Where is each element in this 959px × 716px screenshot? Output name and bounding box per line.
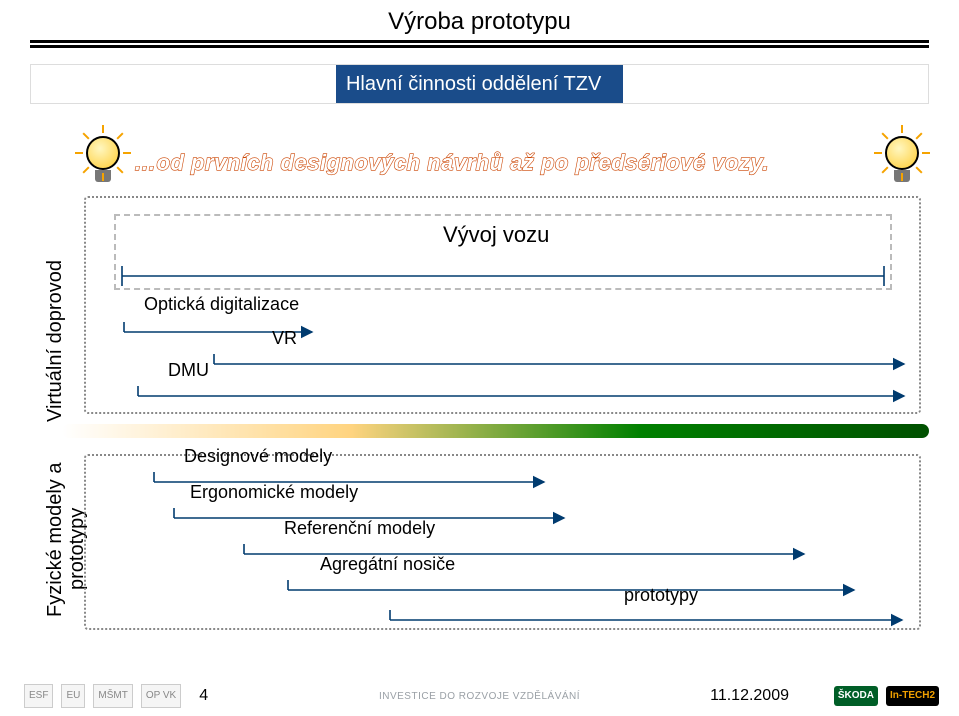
- footer-logos-right: ŠKODA In-TECH2: [834, 686, 939, 706]
- separator-1: [30, 40, 929, 43]
- lane-label: prototypy: [624, 585, 698, 605]
- subtitle-text: Hlavní činnosti oddělení TZV: [336, 65, 623, 103]
- lane-label: Ergonomické modely: [190, 482, 358, 502]
- footer-logo: ŠKODA: [834, 686, 878, 706]
- lightbulb-icon: [82, 136, 124, 188]
- svg-text:…od prvních designových návrhů: …od prvních designových návrhů až po pře…: [134, 150, 769, 175]
- footer-date: 11.12.2009: [710, 687, 789, 705]
- footer-logo: In-TECH2: [886, 686, 939, 706]
- lane-label: Optická digitalizace: [144, 294, 299, 314]
- separator-2: [30, 45, 929, 48]
- side-label-physical-1: Fyzické modely a: [44, 463, 67, 618]
- lane-label: DMU: [168, 360, 209, 380]
- lane-label: VR: [272, 328, 297, 348]
- footer: ESFEUMŠMTOP VK 4 INVESTICE DO ROZVOJE VZ…: [0, 682, 959, 710]
- footer-center: INVESTICE DO ROZVOJE VZDĚLÁVÁNÍ: [0, 691, 959, 702]
- subtitle-bar: Hlavní činnosti oddělení TZV: [30, 64, 929, 104]
- page-title: Výroba prototypu: [0, 0, 959, 36]
- lane-label: Referenční modely: [284, 518, 435, 538]
- diagram-stage: …od prvních designových návrhů až po pře…: [30, 122, 929, 622]
- lanes-svg: Optická digitalizace VR DMU Designové model…: [84, 196, 920, 636]
- lane-label: Designové modely: [184, 446, 332, 466]
- slogan-text: …od prvních designových návrhů až po pře…: [134, 146, 894, 180]
- lane-label: Agregátní nosiče: [320, 554, 455, 574]
- side-label-virtual: Virtuální doprovod: [44, 260, 67, 422]
